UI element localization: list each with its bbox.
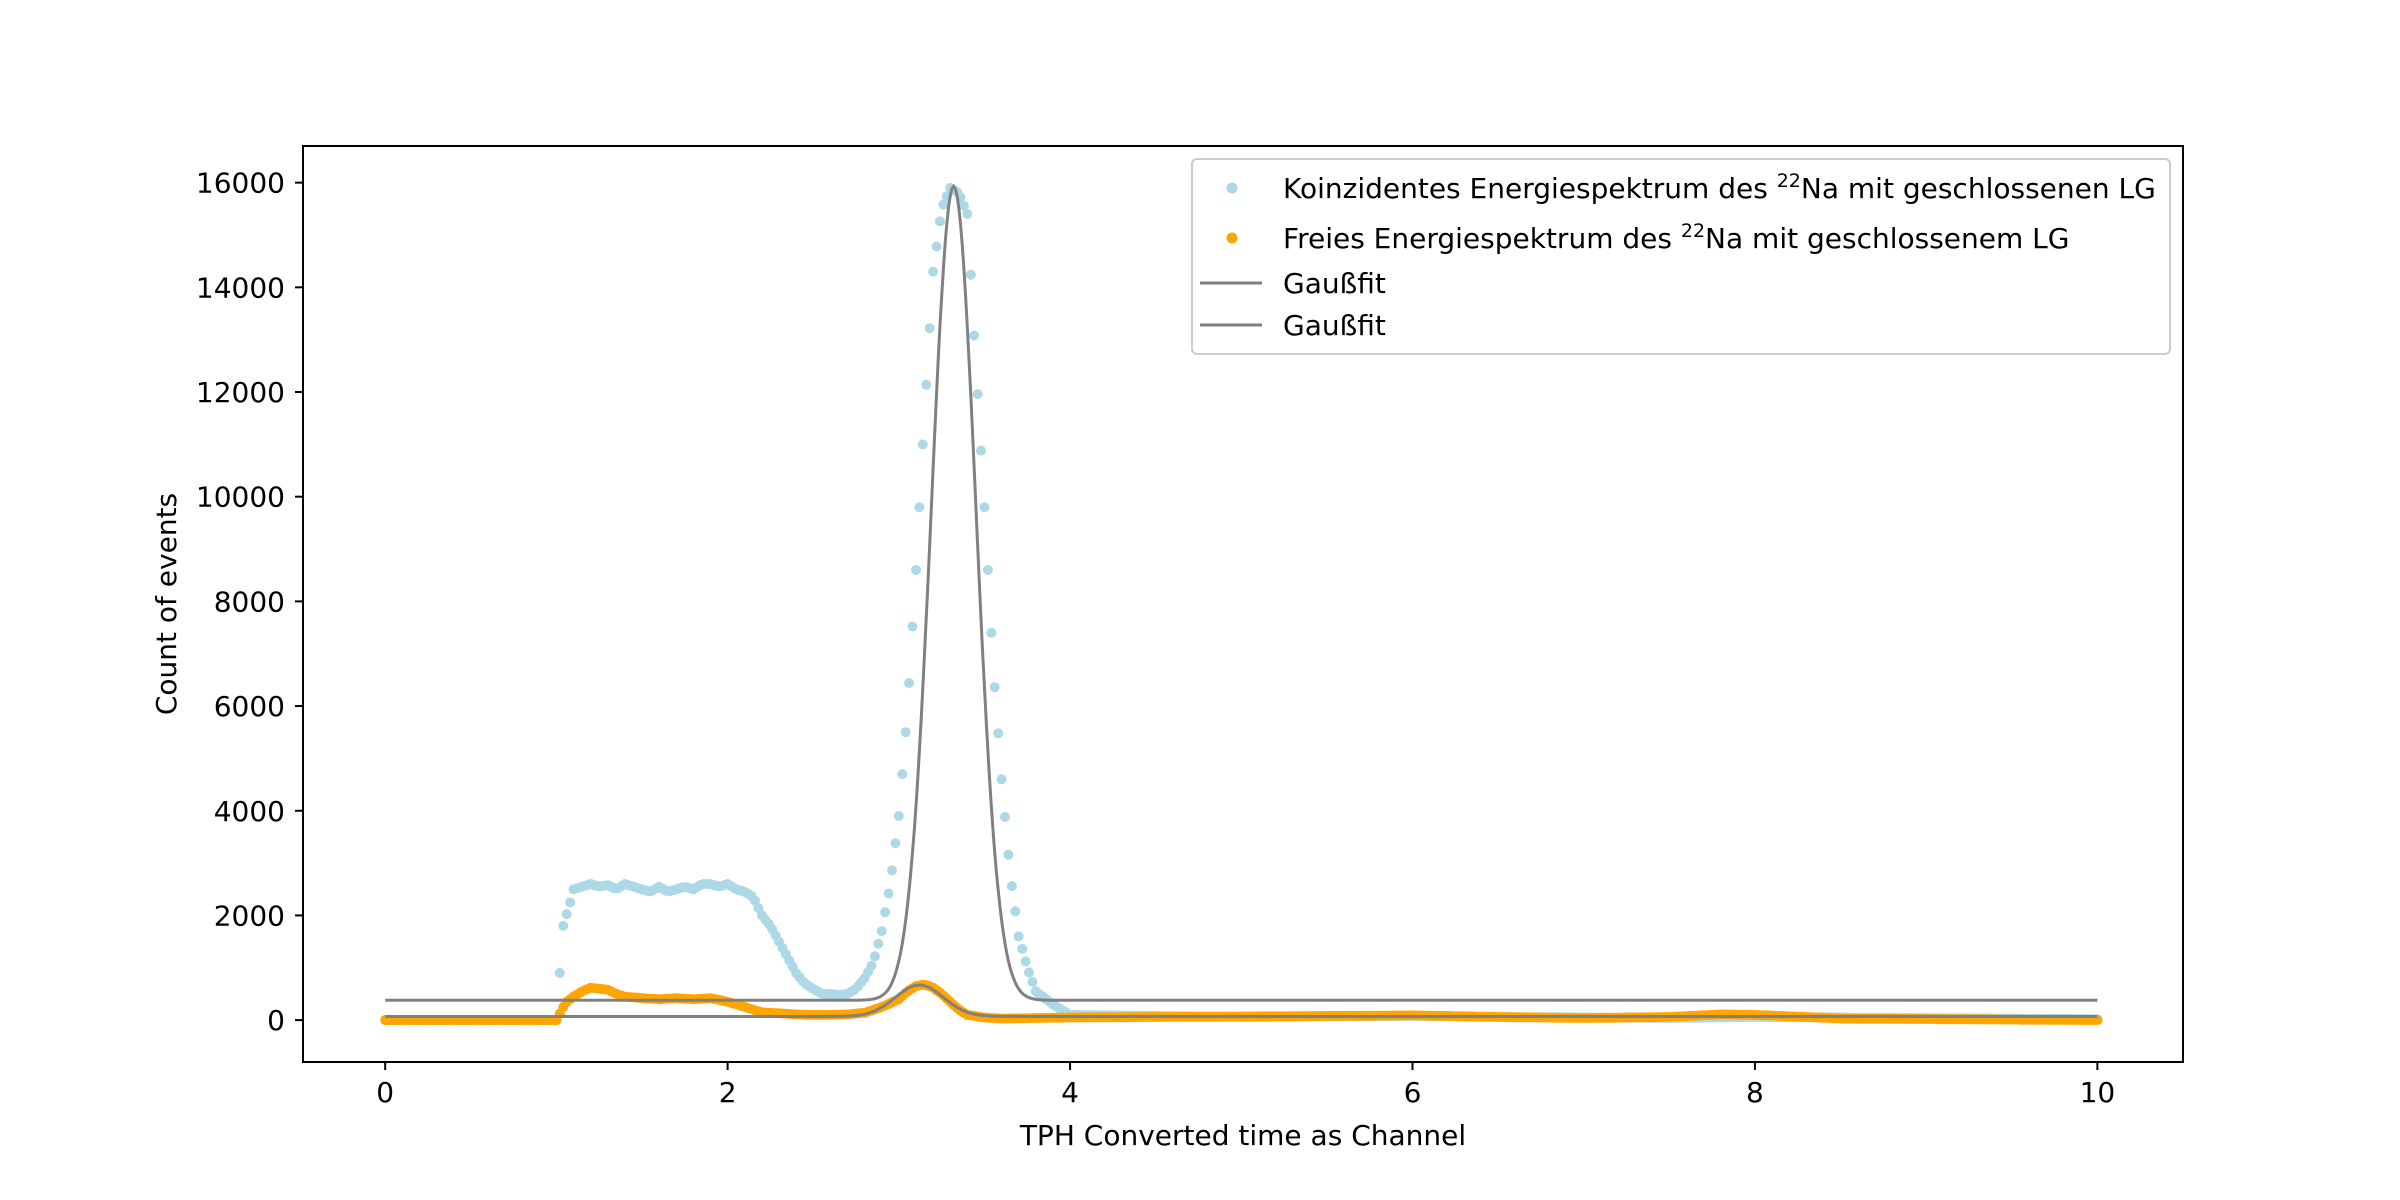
x-tick-label: 10 bbox=[2080, 1076, 2116, 1109]
data-point bbox=[897, 769, 908, 780]
legend-label-0: Koinzidentes Energiespektrum des 22Na mi… bbox=[1283, 170, 2156, 205]
data-point bbox=[565, 897, 576, 908]
legend-marker-0 bbox=[1226, 182, 1238, 194]
data-point bbox=[561, 909, 572, 920]
data-point bbox=[976, 445, 986, 456]
data-point bbox=[958, 200, 969, 211]
x-tick-label: 4 bbox=[1061, 1076, 1079, 1109]
data-point bbox=[876, 926, 887, 937]
data-point bbox=[924, 323, 935, 334]
series-2-fit-line bbox=[385, 183, 2098, 1002]
y-tick-label: 0 bbox=[267, 1004, 285, 1037]
data-point bbox=[880, 907, 891, 918]
data-point bbox=[993, 728, 1004, 739]
series-layer bbox=[380, 182, 2103, 1026]
legend-label-superscript: 22 bbox=[1681, 220, 1705, 242]
data-point bbox=[1003, 849, 1014, 860]
y-tick-label: 12000 bbox=[196, 376, 285, 409]
y-tick-label: 4000 bbox=[214, 795, 285, 828]
legend-box bbox=[1191, 158, 2171, 355]
data-point bbox=[1000, 812, 1010, 822]
x-tick-label: 2 bbox=[719, 1076, 737, 1109]
data-point bbox=[934, 216, 945, 227]
legend-label-1: Freies Energiespektrum des 22Na mit gesc… bbox=[1283, 220, 2069, 255]
axes-layer: 0 2 4 6 8 10 0 2000 4000 6000 8000 10000 12000 14000 1… bbox=[196, 167, 2115, 1109]
data-point bbox=[883, 888, 894, 899]
data-point bbox=[1017, 943, 1028, 954]
data-point bbox=[869, 951, 880, 962]
legend-marker-1 bbox=[1226, 232, 1238, 244]
data-point bbox=[996, 774, 1007, 785]
data-point bbox=[982, 565, 993, 575]
y-axis-label: Count of events bbox=[150, 493, 183, 715]
data-point bbox=[979, 502, 990, 513]
x-axis-label: TPH Converted time as Channel bbox=[1019, 1119, 1466, 1152]
data-point bbox=[900, 727, 911, 738]
data-point bbox=[866, 960, 877, 971]
data-point bbox=[931, 241, 942, 252]
data-point bbox=[921, 379, 932, 390]
plot-frame bbox=[302, 145, 2184, 1063]
data-point bbox=[554, 968, 565, 978]
y-tick-label: 6000 bbox=[214, 690, 285, 723]
data-point bbox=[1024, 967, 1034, 978]
data-point bbox=[986, 627, 997, 638]
legend-label-prefix: Freies Energiespektrum des bbox=[1283, 222, 1681, 255]
data-point bbox=[938, 199, 949, 210]
data-point bbox=[1020, 956, 1031, 967]
data-point bbox=[914, 502, 925, 513]
data-point bbox=[962, 209, 973, 219]
data-point bbox=[1013, 931, 1024, 942]
data-point bbox=[1010, 906, 1021, 917]
legend-label-suffix: Na mit geschlossenem LG bbox=[1705, 222, 2069, 255]
data-point bbox=[893, 811, 904, 821]
data-point bbox=[558, 920, 569, 931]
data-point bbox=[887, 865, 897, 876]
data-point bbox=[928, 266, 939, 277]
data-point bbox=[1006, 881, 1017, 892]
y-tick-label: 2000 bbox=[214, 899, 285, 932]
data-point bbox=[917, 439, 928, 450]
data-point bbox=[1027, 976, 1038, 987]
legend-label-suffix: Na mit geschlossenen LG bbox=[1801, 172, 2156, 205]
legend-label-prefix: Koinzidentes Energiespektrum des bbox=[1283, 172, 1777, 205]
data-point bbox=[904, 678, 915, 688]
y-tick-label: 8000 bbox=[214, 585, 285, 618]
x-tick-label: 0 bbox=[376, 1076, 394, 1109]
y-tick-label: 10000 bbox=[196, 481, 285, 514]
y-tick-label: 14000 bbox=[196, 271, 285, 304]
data-point bbox=[890, 838, 901, 849]
data-point bbox=[907, 621, 918, 632]
x-tick-label: 8 bbox=[1746, 1076, 1764, 1109]
data-point bbox=[965, 269, 976, 280]
series-3-fit-line bbox=[385, 983, 2098, 1018]
data-point bbox=[972, 389, 983, 400]
data-point bbox=[969, 330, 980, 341]
legend-label-3: Gaußfit bbox=[1283, 309, 1386, 342]
data-point bbox=[911, 565, 921, 575]
legend-label-superscript: 22 bbox=[1777, 170, 1801, 192]
legend: Koinzidentes Energiespektrum des 22Na mi… bbox=[1191, 158, 2171, 355]
data-point bbox=[873, 938, 884, 949]
y-tick-label: 16000 bbox=[196, 167, 285, 200]
legend-label-2: Gaußfit bbox=[1283, 267, 1386, 300]
data-point bbox=[989, 682, 1000, 693]
x-tick-label: 6 bbox=[1404, 1076, 1422, 1109]
series-1-points bbox=[380, 979, 2103, 1026]
